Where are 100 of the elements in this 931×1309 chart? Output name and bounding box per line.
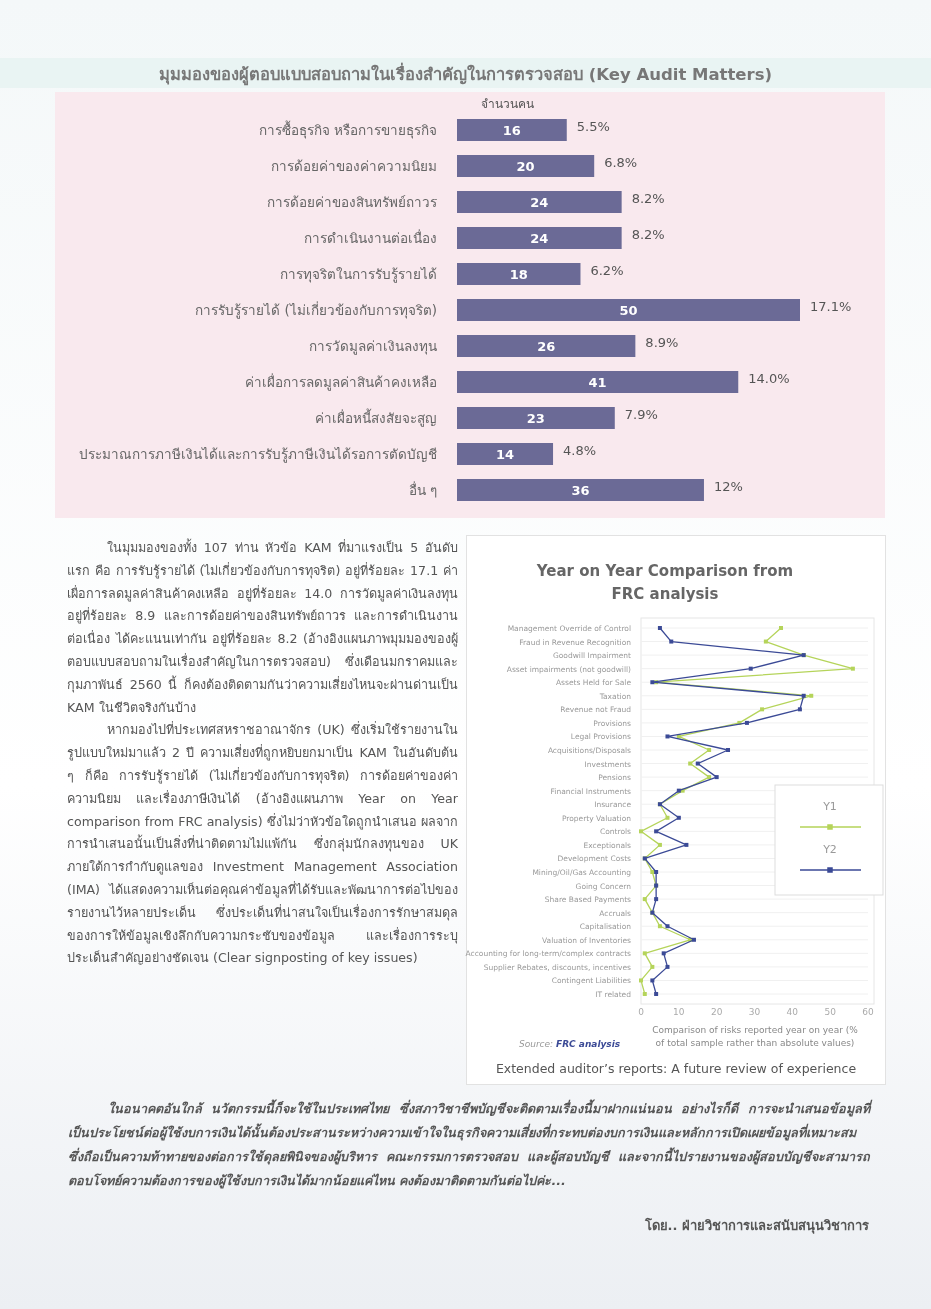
- x-tick-label: 30: [748, 1007, 761, 1017]
- x-tick-label: 40: [786, 1007, 799, 1017]
- data-label: 14: [495, 447, 515, 462]
- bar: [457, 191, 622, 213]
- x-axis-title: Comparison of risks reported year on year (% of total sample rather than absolute values): [651, 1024, 859, 1050]
- y-tick-label: อื่น ๆ: [408, 481, 437, 498]
- point: [726, 748, 731, 752]
- y-tick-label: ค่าเผื่อหนี้สงสัยจะสูญ: [315, 408, 437, 427]
- data-label: 50: [619, 303, 638, 318]
- data-label: 16: [502, 123, 521, 138]
- x-tick-label: 0: [638, 1007, 645, 1017]
- x-axis-title: จำนวนคน: [480, 97, 534, 111]
- annotation: 6.2%: [590, 263, 624, 278]
- source-note: Source: FRC analysis: [519, 1039, 621, 1049]
- bar: [457, 443, 554, 465]
- point: [654, 897, 659, 902]
- data-label: 36: [571, 483, 590, 498]
- data-label: 18: [509, 267, 528, 282]
- point: [748, 666, 753, 671]
- point: [642, 897, 647, 902]
- bar: [457, 335, 636, 357]
- bar: [457, 371, 739, 393]
- point: [665, 734, 670, 739]
- data-label: 41: [588, 375, 607, 390]
- point: [654, 992, 659, 996]
- point: [809, 693, 814, 698]
- point: [665, 924, 670, 929]
- y-tick-label: การซื้อธุรกิจ หรือการขายธุรกิจ: [258, 120, 437, 139]
- point: [661, 951, 666, 956]
- x-tick-label: 20: [710, 1007, 723, 1017]
- point: [642, 992, 647, 996]
- chart-title: มุมมองของผู้ตอบแบบสอบถามในเรื่องสำคัญในการตรวจสอบ (Key Audit Matters): [0, 61, 931, 87]
- y-tick-label: การดำเนินงานต่อเนื่อง: [304, 229, 437, 246]
- point: [707, 748, 712, 752]
- point: [650, 680, 655, 685]
- annotation: 4.8%: [563, 443, 597, 458]
- point: [650, 978, 655, 983]
- annotation: 17.1%: [810, 299, 852, 314]
- bar: [457, 479, 704, 501]
- y-tick-label: ค่าเผื่อการลดมูลค่าสินค้าคงเหลือ: [245, 373, 437, 391]
- point: [760, 707, 765, 712]
- point: [695, 761, 700, 766]
- text: Extended auditor’s reports: A future review of experience: [494, 1061, 858, 1076]
- y-tick-label: ประมาณการภาษีเงินได้และการรับรู้ภาษีเงินได้รอการตัดบัญชี: [79, 446, 437, 463]
- point: [707, 775, 712, 780]
- data-label: 24: [530, 195, 549, 210]
- point: [801, 693, 806, 698]
- data-label: 20: [516, 159, 535, 174]
- annotation: 12%: [713, 479, 743, 494]
- point: [639, 978, 643, 983]
- bar: [457, 119, 567, 141]
- point: [657, 626, 662, 630]
- bar: [457, 227, 622, 249]
- annotation: 8.2%: [631, 191, 665, 206]
- text: ในมุมมองของทั้ง 107 ท่าน หัวข้อ KAM ที่มาแรงเป็น 5 อันดับแรก คือ การรับรู้รายได้ (ไม่เกี่ยวข้องกับการทุจริต) อยู่ที่ร้อยละ 17.1 ค่าเผื่อการลดมูลค่าสินค้าคงเหลือ อยู่ที่ร้อยละ 14.0 การวัดมูลค่าเงินลงทุน อยู่ที่ร้อยละ 8.9 และการด้อยค่าของสินทรัพย์ถาวร และการดำเนินงานต่อเนื่อง ได้คะแนนเท่ากัน อยู่ที่ร้อยละ 8.2 (อ้างอิงแผนภาพมุมมองของผู้ตอบแบบสอบถามในเรื่องสำคัญในการตรวจสอบ) ซึ่งเดือนมกราคมและกุมภาพันธ์ 2560 นี้ ก็คงต้องติดตามกันว่าความเสี่ยงไหนจะผ่านด่านเป็น KAM ในชีวิตจริงกันบ้าง: [67, 537, 458, 717]
- point: [639, 829, 643, 834]
- bar: [457, 263, 581, 285]
- point: [797, 707, 802, 712]
- text: หากมองไปที่ประเทศสหราชอาณาจักร (UK) ซึ่งเริ่มใช้รายงานในรูปแบบใหม่มาแล้ว 2 ปี ความเสี่ยงที่ถูกหยิบยกมาเป็น KAM ในอันดับต้น ๆ ก็คือ การรับรู้รายได้ (ไม่เกี่ยวข้องกับการทุจริต) การด้อยค่าของค่าความนิยม และเรื่องภาษีเงินได้ (อ้างอิงแผนภาพ Year on Year comparison from FRC analysis) ซึ่งไม่ว่าหัวข้อใดถูกนำเสนอ ผลจากการนำเสนอนั้นเป็นสิ่งที่น่าติดตามไม่แพ้กัน ซึ่งกลุ่มนักลงทุนของ UK ภายใต้การกำกับดูแลของ Investment Management Association (IMA) ได้แสดงความเห็นต่อคุณค่าข้อมูลที่ได้รับและพัฒนาการต่อไปของรายงานไว้หลายประเด็น ซึ่งประเด็นที่น่าสนใจเป็นเรื่องการรักษาสมดุลของการให้ข้อมูลเชิงลึกกับความกระชับของข้อมูล และเรื่องการระบุประเด็นสำคัญอย่างชัดเจน (Clear signposting of key issues): [67, 722, 458, 966]
- x-tick-label: 60: [862, 1007, 874, 1017]
- point: [763, 639, 768, 644]
- data-label: 23: [526, 411, 545, 426]
- y-tick-label: การทุจริตในการรับรู้รายได้: [280, 266, 437, 283]
- annotation: 8.9%: [645, 335, 679, 350]
- point: [654, 870, 659, 874]
- annotation: 6.8%: [604, 155, 638, 170]
- point: [657, 842, 662, 847]
- annotation: 5.5%: [576, 119, 610, 134]
- annotation: 14.0%: [748, 371, 790, 386]
- point: [676, 788, 681, 793]
- bar: [457, 299, 800, 321]
- x-tick-label: 50: [824, 1007, 837, 1017]
- data-label: 24: [530, 231, 549, 246]
- bar: [457, 407, 615, 429]
- point: [744, 720, 749, 725]
- annotation: 8.2%: [631, 227, 665, 242]
- point: [714, 775, 719, 780]
- y-tick-label: การวัดมูลค่าเงินลงทุน: [309, 338, 437, 355]
- text: โดย.. ฝ่ายวิชาการและสนับสนุนวิชาการ: [644, 1217, 869, 1236]
- y-tick-label: การรับรู้รายได้ (ไม่เกี่ยวข้องกับการทุจริต): [195, 301, 437, 319]
- bar: [457, 155, 595, 177]
- y-tick-label: การด้อยค่าของค่าความนิยม: [271, 158, 437, 174]
- x-tick-label: 10: [673, 1007, 685, 1017]
- point: [850, 666, 855, 671]
- point: [650, 964, 655, 969]
- point: [654, 829, 659, 834]
- point: [684, 842, 689, 847]
- point: [778, 626, 783, 630]
- point: [665, 964, 670, 969]
- point: [676, 815, 681, 820]
- point: [665, 815, 670, 820]
- point: [657, 924, 662, 929]
- point: [642, 951, 647, 956]
- y-tick-label: การด้อยค่าของสินทรัพย์ถาวร: [267, 194, 437, 210]
- point: [650, 870, 655, 874]
- point: [688, 761, 693, 766]
- chart-title: Year on Year Comparison from FRC analysis: [535, 561, 795, 605]
- point: [669, 639, 674, 644]
- data-label: 26: [537, 339, 556, 354]
- annotation: 7.9%: [624, 407, 658, 422]
